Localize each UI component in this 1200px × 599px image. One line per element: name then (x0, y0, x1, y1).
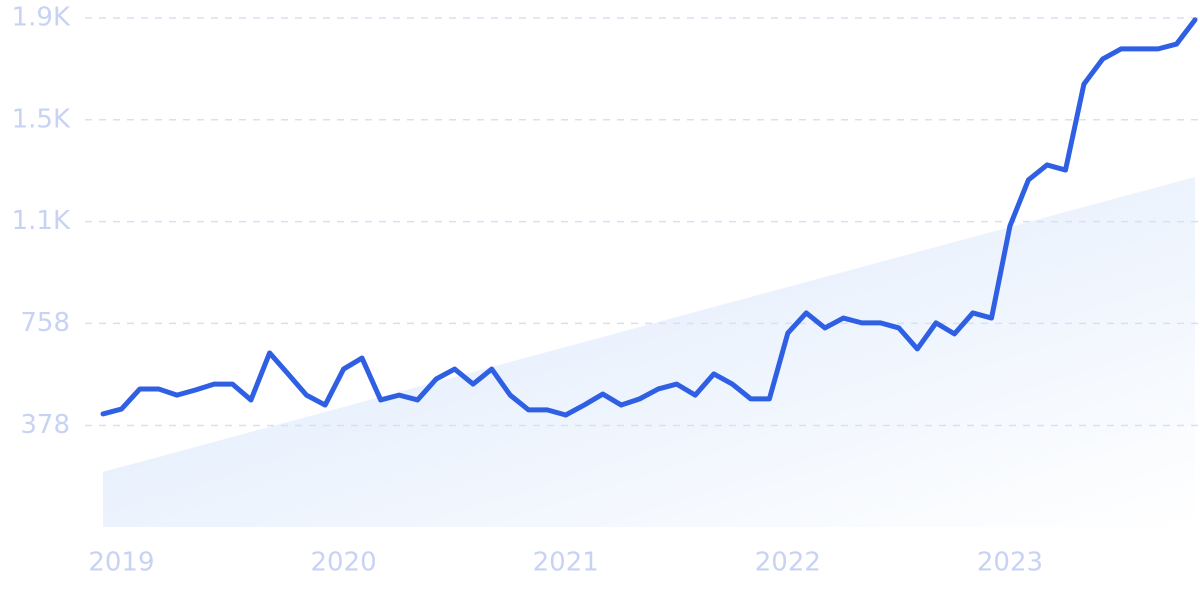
x-tick-label: 2022 (755, 548, 821, 578)
x-tick-label: 2019 (88, 548, 154, 578)
x-tick-label: 2020 (310, 548, 376, 578)
trend-area (103, 177, 1195, 527)
x-tick-label: 2023 (977, 548, 1043, 578)
y-tick-label: 1.9K (12, 3, 71, 33)
x-tick-label: 2021 (533, 548, 599, 578)
y-tick-label: 758 (20, 308, 70, 338)
y-tick-label: 1.1K (12, 206, 71, 236)
y-tick-label: 1.5K (12, 104, 71, 134)
y-tick-label: 378 (20, 410, 70, 440)
data-line (100, 17, 1198, 418)
